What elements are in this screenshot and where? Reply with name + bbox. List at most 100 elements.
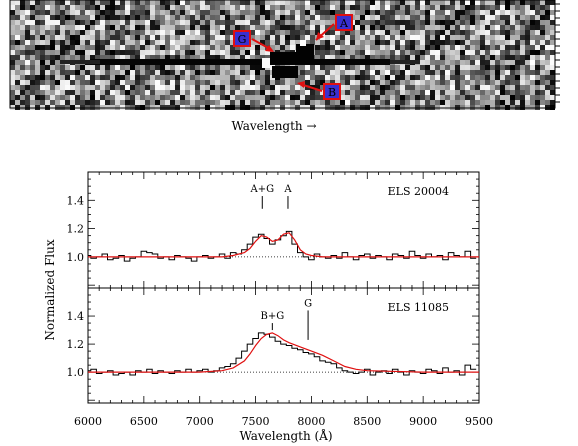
noise-pixel [485, 75, 490, 80]
noise-pixel [295, 85, 300, 90]
noise-pixel [145, 35, 150, 40]
noise-pixel [435, 100, 440, 105]
noise-pixel [250, 40, 255, 45]
noise-pixel [540, 60, 545, 65]
noise-pixel [35, 5, 40, 10]
noise-pixel [340, 55, 345, 60]
noise-pixel [245, 0, 250, 5]
noise-pixel [475, 50, 480, 55]
noise-pixel [10, 60, 15, 65]
noise-pixel [385, 40, 390, 45]
noise-pixel [95, 65, 100, 70]
noise-pixel [185, 20, 190, 25]
noise-pixel [230, 65, 235, 70]
noise-pixel [505, 45, 510, 50]
noise-pixel [445, 50, 450, 55]
noise-pixel [550, 20, 555, 25]
noise-pixel [125, 65, 130, 70]
noise-pixel [20, 95, 25, 100]
noise-pixel [430, 25, 435, 30]
noise-pixel [505, 75, 510, 80]
noise-pixel [530, 20, 535, 25]
noise-pixel [175, 20, 180, 25]
noise-pixel [30, 25, 35, 30]
noise-pixel [10, 90, 15, 95]
noise-pixel [540, 65, 545, 70]
noise-pixel [290, 35, 295, 40]
noise-pixel [215, 25, 220, 30]
noise-pixel [380, 90, 385, 95]
noise-pixel [405, 15, 410, 20]
noise-pixel [365, 80, 370, 85]
noise-pixel [470, 80, 475, 85]
x-tick-label: 9500 [465, 415, 493, 428]
noise-pixel [10, 40, 15, 45]
noise-pixel [55, 20, 60, 25]
noise-pixel [245, 20, 250, 25]
noise-pixel [195, 85, 200, 90]
noise-pixel [475, 75, 480, 80]
noise-pixel [405, 70, 410, 75]
noise-pixel [215, 70, 220, 75]
noise-pixel [340, 30, 345, 35]
noise-pixel [415, 50, 420, 55]
noise-pixel [125, 70, 130, 75]
noise-pixel [520, 40, 525, 45]
noise-pixel [550, 40, 555, 45]
noise-pixel [485, 15, 490, 20]
noise-pixel [115, 65, 120, 70]
noise-pixel [400, 50, 405, 55]
noise-pixel [55, 60, 60, 65]
noise-pixel [200, 10, 205, 15]
noise-pixel [40, 0, 45, 5]
noise-pixel [125, 10, 130, 15]
noise-pixel [105, 25, 110, 30]
noise-pixel [85, 85, 90, 90]
noise-pixel [340, 0, 345, 5]
noise-pixel [180, 15, 185, 20]
noise-pixel [115, 80, 120, 85]
noise-pixel [520, 5, 525, 10]
noise-pixel [370, 90, 375, 95]
noise-pixel [530, 50, 535, 55]
noise-pixel [190, 100, 195, 105]
noise-pixel [465, 5, 470, 10]
noise-pixel [90, 85, 95, 90]
noise-pixel [30, 35, 35, 40]
y-tick-label: 1.4 [67, 310, 85, 323]
noise-pixel [15, 20, 20, 25]
noise-pixel [320, 75, 325, 80]
noise-pixel [70, 0, 75, 5]
noise-pixel [520, 20, 525, 25]
noise-pixel [415, 20, 420, 25]
noise-pixel [60, 85, 65, 90]
noise-pixel [220, 55, 225, 60]
noise-pixel [490, 70, 495, 75]
noise-pixel [15, 55, 20, 60]
noise-pixel [315, 90, 320, 95]
noise-pixel [490, 30, 495, 35]
noise-pixel [505, 0, 510, 5]
noise-pixel [25, 100, 30, 105]
noise-pixel [485, 25, 490, 30]
noise-pixel [425, 65, 430, 70]
noise-pixel [535, 25, 540, 30]
noise-pixel [265, 30, 270, 35]
noise-pixel [530, 55, 535, 60]
panel-object-label: ELS 11085 [388, 301, 449, 314]
noise-pixel [405, 25, 410, 30]
noise-pixel [160, 55, 165, 60]
noise-pixel [305, 35, 310, 40]
noise-pixel [305, 5, 310, 10]
noise-pixel [460, 15, 465, 20]
noise-pixel [355, 20, 360, 25]
noise-pixel [535, 20, 540, 25]
noise-pixel [120, 85, 125, 90]
noise-pixel [300, 20, 305, 25]
noise-pixel [460, 50, 465, 55]
noise-pixel [280, 30, 285, 35]
noise-pixel [105, 5, 110, 10]
noise-pixel [325, 20, 330, 25]
noise-pixel [25, 25, 30, 30]
noise-pixel [145, 40, 150, 45]
